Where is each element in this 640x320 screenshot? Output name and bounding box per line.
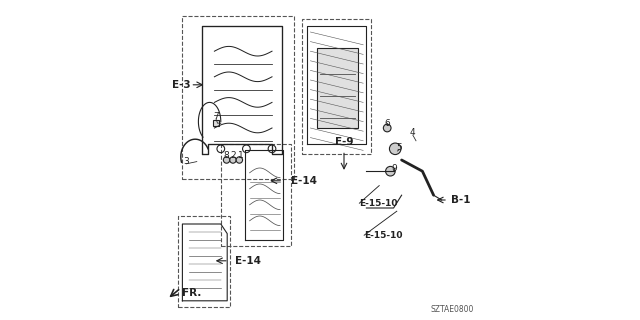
Text: 7: 7: [213, 112, 219, 121]
Text: 6: 6: [385, 119, 390, 128]
Text: FR.: FR.: [182, 288, 201, 298]
FancyBboxPatch shape: [317, 48, 358, 128]
Text: 3: 3: [184, 157, 189, 166]
Circle shape: [223, 157, 230, 163]
Text: E-15-10: E-15-10: [360, 199, 398, 208]
Circle shape: [385, 166, 396, 176]
FancyBboxPatch shape: [212, 120, 219, 126]
Text: 5: 5: [397, 143, 402, 152]
Text: 9: 9: [392, 164, 397, 172]
Text: E-15-10: E-15-10: [364, 231, 403, 240]
Text: 8: 8: [223, 151, 229, 160]
Text: E-14: E-14: [236, 256, 261, 266]
Text: E-3: E-3: [172, 80, 191, 90]
Circle shape: [389, 143, 401, 155]
Text: 2: 2: [230, 151, 236, 160]
Circle shape: [230, 157, 236, 163]
Text: E-9: E-9: [335, 137, 353, 148]
Text: SZTAE0800: SZTAE0800: [430, 305, 474, 314]
Text: E-14: E-14: [291, 176, 317, 186]
Circle shape: [383, 124, 391, 132]
Text: 1: 1: [238, 151, 243, 160]
Circle shape: [236, 157, 243, 163]
Text: B-1: B-1: [451, 195, 470, 205]
Text: 4: 4: [410, 128, 415, 137]
